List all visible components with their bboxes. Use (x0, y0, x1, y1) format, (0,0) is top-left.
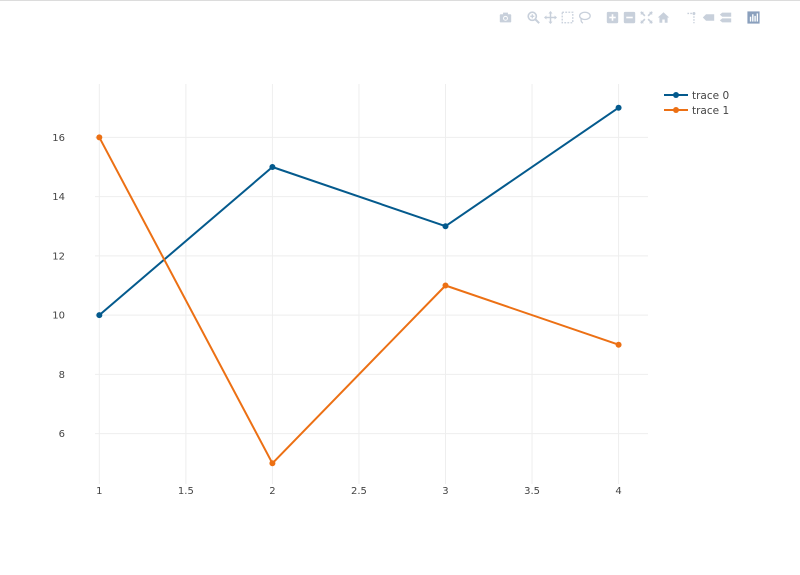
plotly-logo-button[interactable] (745, 9, 762, 25)
x-tick-label: 3 (442, 486, 448, 497)
lasso-select-icon (578, 11, 591, 24)
spike-lines-icon (687, 11, 696, 23)
data-point[interactable] (96, 134, 103, 141)
y-tick-label: 10 (52, 311, 65, 322)
plotly-logo-icon (747, 10, 760, 24)
y-tick-label: 16 (52, 133, 65, 144)
y-tick-label: 6 (59, 429, 65, 440)
box-select-button[interactable] (559, 9, 576, 25)
series-line-1[interactable] (98, 136, 619, 465)
y-tick-label: 12 (52, 251, 65, 262)
pan-icon (544, 10, 557, 24)
home-icon (657, 11, 670, 23)
legend-label[interactable]: trace 1 (692, 105, 729, 117)
x-tick-label: 4 (615, 486, 621, 497)
data-point[interactable] (269, 460, 276, 467)
hover-closest-icon (702, 13, 715, 21)
x-tick-label: 1 (96, 486, 102, 497)
modebar (487, 9, 762, 25)
legend-label[interactable]: trace 0 (692, 90, 729, 102)
box-select-icon (561, 11, 574, 23)
zoom-out-icon (623, 11, 636, 23)
modebar-group (525, 9, 593, 25)
modebar-group (604, 9, 672, 25)
x-tick-label: 2 (269, 486, 275, 497)
pan-button[interactable] (542, 9, 559, 25)
zoom-button[interactable] (525, 9, 542, 25)
camera-icon (499, 12, 512, 22)
lasso-select-button[interactable] (576, 9, 593, 25)
legend-marker[interactable] (673, 107, 679, 113)
y-tick-label: 8 (59, 370, 65, 381)
autoscale-icon (640, 10, 653, 24)
data-point[interactable] (615, 341, 622, 348)
data-point[interactable] (442, 223, 449, 230)
x-tick-label: 3.5 (524, 486, 540, 497)
modebar-group (745, 9, 762, 25)
x-tick-label: 2.5 (351, 486, 367, 497)
camera-button[interactable] (497, 9, 514, 25)
zoom-in-button[interactable] (604, 9, 621, 25)
modebar-group (683, 9, 734, 25)
data-point[interactable] (615, 104, 622, 111)
data-point[interactable] (442, 282, 449, 289)
modebar-group (497, 9, 514, 25)
x-tick-label: 1.5 (178, 486, 194, 497)
zoom-icon (527, 10, 540, 24)
hover-closest-button[interactable] (700, 9, 717, 25)
series-line-0[interactable] (98, 106, 620, 316)
hover-compare-button[interactable] (717, 9, 734, 25)
home-button[interactable] (655, 9, 672, 25)
zoom-in-icon (606, 11, 619, 23)
spike-lines-button[interactable] (683, 9, 700, 25)
autoscale-button[interactable] (638, 9, 655, 25)
y-tick-label: 14 (52, 192, 65, 203)
zoom-out-button[interactable] (621, 9, 638, 25)
data-point[interactable] (96, 312, 103, 319)
data-point[interactable] (269, 163, 276, 170)
hover-compare-icon (719, 12, 732, 22)
legend-marker[interactable] (673, 92, 679, 98)
